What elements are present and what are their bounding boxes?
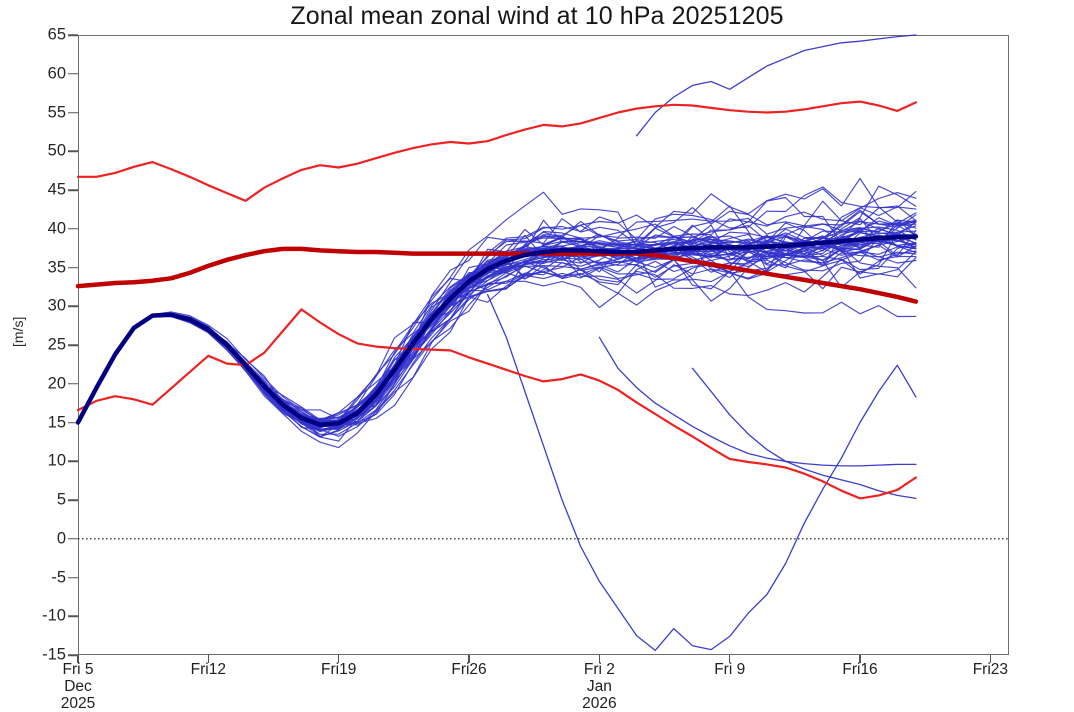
y-tick-label: 15 xyxy=(47,413,66,431)
y-tick-label: 40 xyxy=(47,219,66,238)
y-tick-label: 5 xyxy=(56,490,66,509)
y-tick-mark xyxy=(68,499,78,501)
y-tick-mark xyxy=(68,460,78,462)
x-tick-label: Fri26 xyxy=(451,661,487,678)
x-tick-label: Fri 5 Dec 2025 xyxy=(60,661,96,712)
x-tick-label: Fri23 xyxy=(972,661,1009,678)
x-tick-mark xyxy=(598,655,601,663)
y-tick-label: 55 xyxy=(47,103,66,121)
y-tick-mark xyxy=(68,228,78,230)
y-tick-mark xyxy=(68,305,78,307)
y-tick-mark xyxy=(68,73,78,75)
x-tick-mark xyxy=(728,655,731,663)
page-title: Zonal mean zonal wind at 10 hPa 20251205 xyxy=(290,2,784,30)
y-tick-label: 10 xyxy=(47,451,66,470)
y-tick-label: -5 xyxy=(51,568,66,586)
y-tick-mark xyxy=(68,538,78,540)
y-tick-mark xyxy=(68,654,78,656)
y-tick-label: 35 xyxy=(47,258,66,276)
y-tick-label: -15 xyxy=(42,645,66,664)
y-tick-label: 60 xyxy=(47,64,66,83)
y-tick-label: 30 xyxy=(47,296,66,315)
x-tick-mark xyxy=(989,655,992,663)
y-tick-mark xyxy=(68,34,78,36)
x-tick-label: Fri16 xyxy=(842,661,878,678)
y-tick-mark xyxy=(68,615,78,617)
y-tick-label: 45 xyxy=(47,180,66,199)
x-tick-label: Fri 2 Jan 2026 xyxy=(582,661,617,712)
x-tick-mark xyxy=(207,655,210,663)
y-tick-mark xyxy=(68,150,78,152)
y-tick-mark xyxy=(68,344,78,346)
y-tick-mark xyxy=(68,189,78,191)
y-tick-mark xyxy=(68,111,78,114)
y-tick-label: 0 xyxy=(56,529,66,548)
y-tick-label: -10 xyxy=(42,606,66,625)
y-tick-mark xyxy=(68,266,78,269)
y-tick-mark xyxy=(68,383,78,385)
x-tick-label: Fri12 xyxy=(190,661,226,678)
y-tick-label: 50 xyxy=(47,141,66,160)
x-tick-label: Fri19 xyxy=(321,661,357,678)
y-tick-label: 25 xyxy=(47,335,66,354)
y-tick-label: 20 xyxy=(47,374,66,393)
y-tick-mark xyxy=(68,421,78,424)
x-tick-mark xyxy=(337,655,340,663)
plot-area xyxy=(78,35,1009,655)
y-tick-label: 65 xyxy=(47,25,66,44)
x-tick-mark xyxy=(859,655,861,663)
x-tick-mark xyxy=(468,655,470,663)
y-tick-mark xyxy=(68,576,78,579)
x-tick-label: Fri 9 xyxy=(714,661,746,678)
x-tick-mark xyxy=(77,655,79,663)
